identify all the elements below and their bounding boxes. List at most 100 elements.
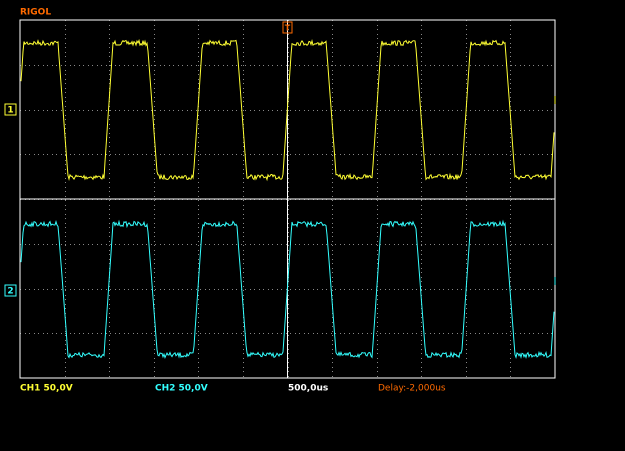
grid-dot <box>510 128 511 129</box>
grid-dot <box>236 154 237 155</box>
grid-dot <box>466 154 467 155</box>
grid-dot <box>510 268 511 269</box>
grid-dot <box>377 286 378 287</box>
grid-dot <box>243 349 244 350</box>
grid-dot <box>421 241 422 242</box>
grid-dot <box>288 106 289 107</box>
grid-dot <box>377 142 378 143</box>
grid-dot <box>385 333 386 334</box>
grid-dot <box>538 289 539 290</box>
grid-dot <box>214 244 215 245</box>
grid-dot <box>119 65 120 66</box>
grid-dot <box>533 289 534 290</box>
grid-dot <box>377 268 378 269</box>
grid-dot <box>243 164 244 165</box>
grid-dot <box>421 245 422 246</box>
grid-dot <box>452 289 453 290</box>
grid-dot <box>182 154 183 155</box>
grid-dot <box>259 154 260 155</box>
grid-dot <box>97 333 98 334</box>
grid-dot <box>510 92 511 93</box>
grid-dot <box>421 340 422 341</box>
grid-dot <box>52 244 53 245</box>
grid-dot <box>88 289 89 290</box>
grid-dot <box>119 289 120 290</box>
grid-dot <box>466 214 467 215</box>
grid-dot <box>547 333 548 334</box>
grid-dot <box>268 333 269 334</box>
grid-dot <box>466 92 467 93</box>
grid-dot <box>538 154 539 155</box>
grid-dot <box>115 110 116 111</box>
grid-dot <box>65 214 66 215</box>
grid-dot <box>198 173 199 174</box>
grid-dot <box>92 154 93 155</box>
grid-dot <box>288 259 289 260</box>
grid-dot <box>243 110 244 111</box>
grid-dot <box>421 137 422 138</box>
grid-dot <box>448 244 449 245</box>
grid-dot <box>232 244 233 245</box>
grid-dot <box>377 25 378 26</box>
grid-dot <box>164 154 165 155</box>
grid-dot <box>198 65 199 66</box>
grid-dot <box>466 349 467 350</box>
grid-dot <box>515 154 516 155</box>
grid-dot <box>169 289 170 290</box>
grid-dot <box>377 254 378 255</box>
grid-dot <box>510 146 511 147</box>
grid-dot <box>376 65 377 66</box>
grid-dot <box>288 43 289 44</box>
grid-dot <box>510 326 511 327</box>
grid-dot <box>198 155 199 156</box>
grid-dot <box>466 232 467 233</box>
grid-dot <box>154 29 155 30</box>
grid-dot <box>61 154 62 155</box>
grid-dot <box>288 308 289 309</box>
grid-dot <box>551 65 552 66</box>
grid-dot <box>38 289 39 290</box>
grid-dot <box>169 244 170 245</box>
grid-dot <box>510 232 511 233</box>
grid-dot <box>34 65 35 66</box>
grid-dot <box>377 259 378 260</box>
grid-dot <box>109 142 110 143</box>
grid-dot <box>308 65 309 66</box>
grid-dot <box>389 244 390 245</box>
grid-dot <box>198 74 199 75</box>
grid-dot <box>466 308 467 309</box>
grid-dot <box>243 281 244 282</box>
grid-dot <box>547 65 548 66</box>
grid-dot <box>510 313 511 314</box>
grid-dot <box>205 333 206 334</box>
grid-dot <box>154 25 155 26</box>
grid-dot <box>109 196 110 197</box>
grid-dot <box>332 137 333 138</box>
grid-dot <box>421 142 422 143</box>
grid-dot <box>349 154 350 155</box>
grid-dot <box>243 268 244 269</box>
grid-dot <box>421 289 422 290</box>
grid-dot <box>466 164 467 165</box>
grid-dot <box>259 110 260 111</box>
grid-dot <box>538 244 539 245</box>
grid-dot <box>218 65 219 66</box>
grid-dot <box>377 34 378 35</box>
grid-dot <box>164 244 165 245</box>
grid-dot <box>511 289 512 290</box>
grid-dot <box>109 223 110 224</box>
grid-dot <box>371 244 372 245</box>
grid-dot <box>277 333 278 334</box>
grid-dot <box>65 223 66 224</box>
grid-dot <box>88 154 89 155</box>
grid-dot <box>493 154 494 155</box>
grid-dot <box>154 124 155 125</box>
grid-dot <box>551 289 552 290</box>
grid-dot <box>173 154 174 155</box>
grid-dot <box>288 178 289 179</box>
grid-dot <box>243 322 244 323</box>
grid-dot <box>510 25 511 26</box>
grid-dot <box>154 115 155 116</box>
grid-dot <box>154 164 155 165</box>
grid-dot <box>61 110 62 111</box>
